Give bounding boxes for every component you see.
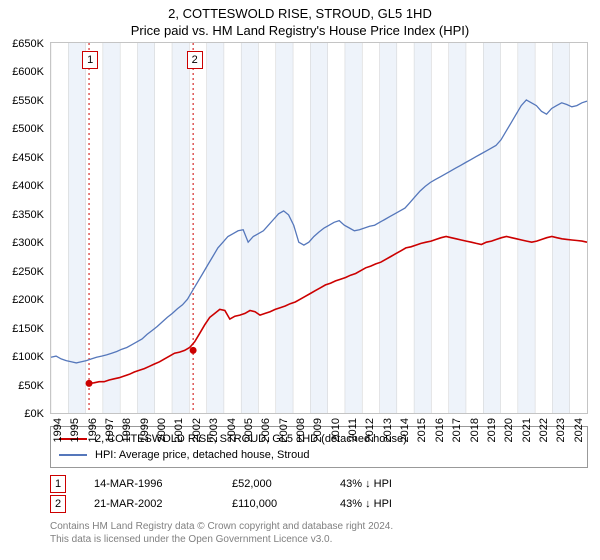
y-tick-label: £650K — [12, 38, 44, 50]
chart-title-sub: Price paid vs. HM Land Registry's House … — [0, 21, 600, 42]
x-tick-label: 2004 — [226, 418, 238, 442]
sales-row: 1 14-MAR-1996 £52,000 43% ↓ HPI — [50, 474, 588, 494]
y-tick-label: £550K — [12, 95, 44, 107]
chart-title-address: 2, COTTESWOLD RISE, STROUD, GL5 1HD — [0, 0, 600, 21]
sales-date: 21-MAR-2002 — [94, 494, 204, 514]
x-tick-label: 2008 — [295, 418, 307, 442]
x-tick-label: 2002 — [191, 418, 203, 442]
x-tick-label: 2006 — [260, 418, 272, 442]
x-tick-label: 1998 — [121, 418, 133, 442]
x-tick-label: 2022 — [538, 418, 550, 442]
y-axis: £0K£50K£100K£150K£200K£250K£300K£350K£40… — [0, 44, 48, 416]
y-tick-label: £50K — [18, 380, 44, 392]
x-tick-label: 2005 — [243, 418, 255, 442]
sales-index-box: 2 — [50, 495, 66, 513]
sale-marker-1: 1 — [82, 51, 98, 69]
x-tick-label: 2012 — [364, 418, 376, 442]
x-tick-label: 1996 — [87, 418, 99, 442]
y-tick-label: £250K — [12, 266, 44, 278]
x-tick-label: 2020 — [503, 418, 515, 442]
y-tick-label: £300K — [12, 237, 44, 249]
x-tick-label: 2024 — [573, 418, 585, 442]
x-tick-label: 2016 — [434, 418, 446, 442]
x-tick-label: 2007 — [278, 418, 290, 442]
chart-svg — [51, 43, 587, 413]
y-tick-label: £400K — [12, 180, 44, 192]
y-tick-label: £450K — [12, 152, 44, 164]
sales-table: 1 14-MAR-1996 £52,000 43% ↓ HPI 2 21-MAR-2002… — [50, 474, 588, 514]
y-tick-label: £350K — [12, 209, 44, 221]
x-tick-label: 2017 — [451, 418, 463, 442]
x-tick-label: 1997 — [104, 418, 116, 442]
sales-diff: 43% ↓ HPI — [340, 494, 392, 514]
footer-line-1: Contains HM Land Registry data © Crown c… — [50, 520, 588, 533]
x-tick-label: 2015 — [416, 418, 428, 442]
sales-diff: 43% ↓ HPI — [340, 474, 392, 494]
y-tick-label: £500K — [12, 123, 44, 135]
y-tick-label: £200K — [12, 294, 44, 306]
sales-date: 14-MAR-1996 — [94, 474, 204, 494]
legend-swatch — [59, 454, 87, 456]
y-tick-label: £150K — [12, 323, 44, 335]
x-tick-label: 2001 — [173, 418, 185, 442]
sales-price: £110,000 — [232, 494, 312, 514]
x-tick-label: 2010 — [330, 418, 342, 442]
sales-row: 2 21-MAR-2002 £110,000 43% ↓ HPI — [50, 494, 588, 514]
sales-index-box: 1 — [50, 475, 66, 493]
x-tick-label: 1994 — [52, 418, 64, 442]
footer-attribution: Contains HM Land Registry data © Crown c… — [50, 520, 588, 546]
x-tick-label: 2000 — [156, 418, 168, 442]
x-tick-label: 2013 — [382, 418, 394, 442]
x-tick-label: 2018 — [469, 418, 481, 442]
x-tick-label: 1995 — [69, 418, 81, 442]
chart-plot-area: 12 — [50, 42, 588, 414]
y-tick-label: £600K — [12, 66, 44, 78]
x-tick-label: 2023 — [555, 418, 567, 442]
y-tick-label: £0K — [24, 408, 44, 420]
y-tick-label: £100K — [12, 351, 44, 363]
x-axis: 1994 1995 1996 1997 1998 1999 2000 2001 2002 2003… — [50, 416, 588, 452]
x-tick-label: 1999 — [139, 418, 151, 442]
sale-marker-2: 2 — [187, 51, 203, 69]
x-tick-label: 2003 — [208, 418, 220, 442]
x-tick-label: 2009 — [312, 418, 324, 442]
x-tick-label: 2021 — [521, 418, 533, 442]
sales-price: £52,000 — [232, 474, 312, 494]
x-tick-label: 2011 — [347, 418, 359, 442]
footer-line-2: This data is licensed under the Open Gov… — [50, 533, 588, 546]
x-tick-label: 2019 — [486, 418, 498, 442]
x-tick-label: 2014 — [399, 418, 411, 442]
